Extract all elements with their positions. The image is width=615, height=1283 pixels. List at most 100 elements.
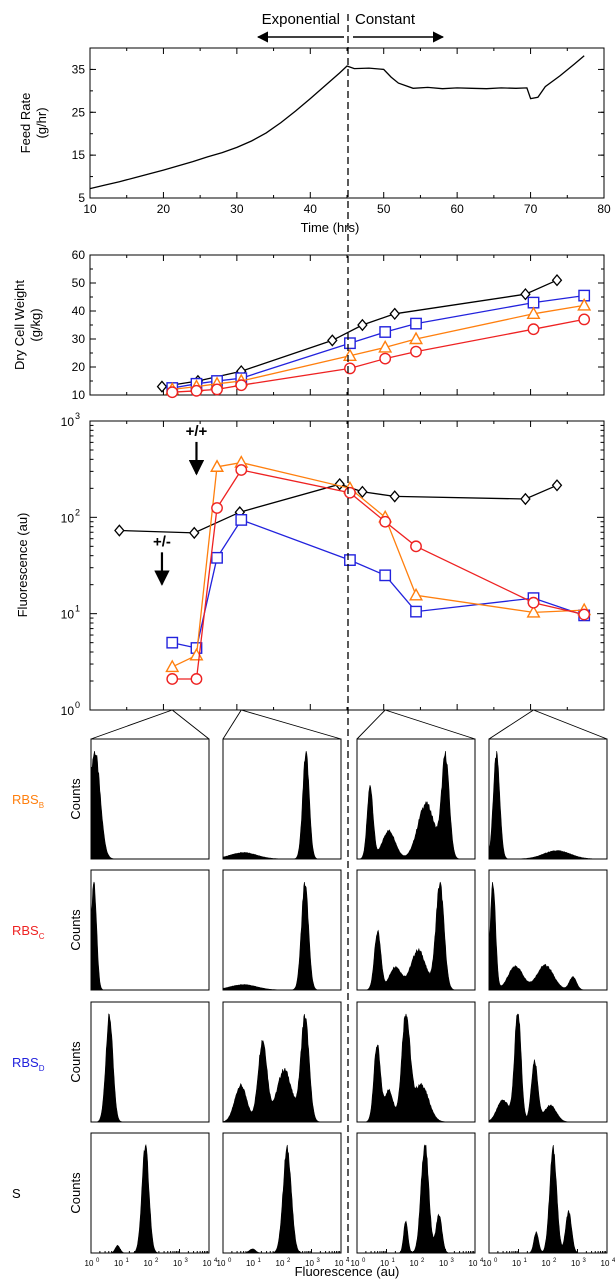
square-marker (379, 569, 392, 582)
phase-header: Exponential Constant (256, 11, 445, 43)
circle-marker (166, 386, 179, 399)
diamond-marker (327, 334, 338, 347)
row-label-subscript: D (39, 1064, 45, 1073)
series-line (171, 461, 585, 668)
diamond-marker (551, 273, 563, 287)
row-label-s: S (12, 1186, 21, 1201)
fluor-x-ticks (89, 421, 605, 710)
hist-x-tick-exponent: 1 (392, 1258, 396, 1264)
triangle-marker (409, 587, 424, 601)
y-tick-exponent: 1 (75, 604, 80, 614)
histogram-frame (222, 738, 342, 860)
y-tick-label: 50 (72, 276, 86, 290)
histogram-panel (90, 869, 210, 991)
counts-y-label: Counts (68, 1172, 83, 1214)
circle-marker (235, 464, 248, 476)
histogram-area (357, 881, 475, 991)
square-marker (410, 605, 422, 618)
dcw-x-ticks (89, 255, 605, 395)
histogram-panel: 10 0 10 1 10 2 10 3 10 4 (483, 1132, 615, 1268)
hist-x-tick-label: 10 (114, 1259, 123, 1268)
histogram-area (91, 1013, 209, 1123)
connector-left (356, 709, 386, 740)
diamond-marker (389, 490, 400, 503)
hist-x-tick-exponent: 1 (126, 1258, 130, 1264)
hist-x-tick-exponent: 1 (524, 1258, 528, 1264)
phase-label-constant: Constant (355, 11, 416, 28)
diamond-marker (357, 485, 368, 499)
series-line (89, 55, 585, 190)
histogram-area (222, 1013, 341, 1123)
square-marker (211, 551, 223, 564)
histogram-panel (356, 869, 476, 991)
dry-cell-weight-panel: 10 20 30 40 50 60 Dry Cell Weight (g/kg) (12, 248, 605, 402)
y-tick-label: 10 (61, 608, 75, 622)
triangle-marker (210, 459, 225, 472)
hist-x-tick-label: 10 (173, 1259, 182, 1268)
x-tick-label: 50 (377, 202, 391, 216)
circle-marker (211, 502, 223, 514)
triangle-marker (342, 348, 357, 361)
histogram-frame (356, 1001, 476, 1123)
x-tick-label: 10 (83, 202, 97, 216)
rbs-c-series (166, 313, 591, 399)
annotation-label: +/+ (186, 423, 208, 440)
histogram-panel (222, 869, 342, 991)
hist-x-tick-label: 10 (601, 1259, 610, 1268)
hist-x-tick-exponent: 0 (362, 1258, 366, 1264)
histogram-row-rbs-b (90, 738, 608, 860)
row-label-subscript: B (39, 801, 44, 810)
fluor-annotations: +/+ +/- (153, 423, 208, 586)
square-marker (166, 636, 179, 649)
histogram-grid: 10 0 10 1 10 2 10 3 10 4 10 0 10 1 10 2 10 3 10 4 10 0 10 1 10 2 1… (85, 738, 615, 1268)
row-label-main: RBS (12, 792, 39, 807)
fluor-y-label: Fluorescence (au) (15, 513, 30, 618)
histogram-area (222, 881, 341, 991)
hist-x-tick-exponent: 0 (228, 1258, 232, 1264)
row-label-rbs-d: RBSD (12, 1055, 45, 1073)
rbs-d-series (166, 289, 591, 394)
hist-x-tick-exponent: 2 (287, 1258, 291, 1264)
diamond-marker (334, 477, 345, 491)
hist-x-tick-label: 10 (512, 1259, 521, 1268)
hist-x-tick-exponent: 3 (317, 1258, 321, 1264)
histogram-frame (488, 869, 608, 991)
row-label-rbs-b: RBSB (12, 792, 44, 810)
hist-x-tick-label: 10 (410, 1259, 419, 1268)
diamond-marker (357, 318, 368, 332)
row-label-main: RBS (12, 1055, 39, 1070)
y-tick-exponent: 3 (75, 411, 80, 421)
feed-rate-frame (89, 47, 605, 199)
histogram-panel: 10 0 10 1 10 2 10 3 10 4 (351, 1132, 484, 1268)
row-label-rbs-c: RBSC (12, 923, 45, 941)
y-tick-label: 5 (78, 191, 85, 205)
hist-x-tick-exponent: 2 (421, 1258, 425, 1264)
connector-right (533, 709, 608, 740)
diamond-marker (156, 380, 168, 393)
connector-right (385, 709, 476, 740)
triangle-marker (577, 297, 592, 311)
row-label-main: S (12, 1186, 21, 1201)
x-tick-label: 60 (450, 202, 464, 216)
histogram-panel (356, 738, 476, 860)
histogram-frame (488, 738, 608, 860)
circle-marker (344, 486, 356, 499)
s-series (114, 477, 563, 540)
dcw-y-label-line2: (g/kg) (28, 308, 43, 341)
histogram-frame (222, 869, 342, 991)
histogram-frame (90, 738, 210, 860)
y-tick-label: 60 (72, 248, 86, 262)
connector-right (241, 709, 342, 740)
hist-x-tick-exponent: 0 (494, 1258, 498, 1264)
histogram-panel (488, 738, 608, 860)
feed-rate-y-label-line2: (g/hr) (34, 107, 49, 138)
hist-x-tick-label: 10 (351, 1259, 360, 1268)
diamond-marker (551, 479, 563, 492)
series-line (172, 304, 585, 391)
y-tick-label: 20 (72, 360, 86, 374)
square-marker (344, 337, 356, 350)
histogram-panel: 10 0 10 1 10 2 10 3 10 4 (217, 1132, 350, 1268)
hist-x-tick-label: 10 (483, 1259, 492, 1268)
